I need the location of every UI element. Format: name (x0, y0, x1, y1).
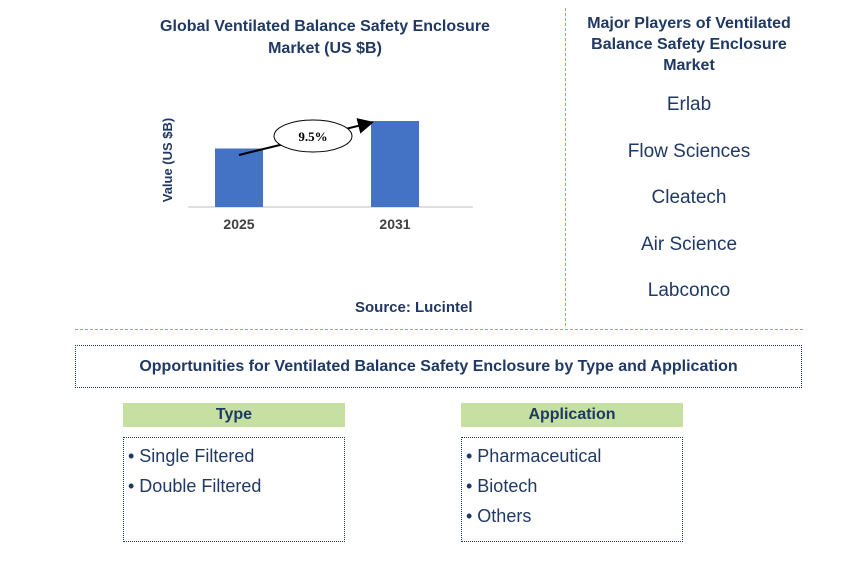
x-tick-label: 2031 (379, 216, 410, 232)
y-axis-label: Value (US $B) (160, 118, 175, 203)
player-item: Flow Sciences (627, 140, 751, 162)
chart-title: Global Ventilated Balance Safety Enclosu… (160, 18, 490, 57)
x-tick-label: 2025 (223, 216, 254, 232)
player-item: Cleatech (651, 187, 727, 208)
players-title: Major Players of Ventilated Balance Safe… (587, 15, 791, 74)
type-header: Type (123, 403, 345, 427)
cagr-label: 9.5% (298, 129, 327, 144)
vertical-divider (565, 8, 566, 326)
application-item: • Pharmaceutical (466, 446, 602, 466)
bar-2025 (215, 148, 263, 207)
cagr-ellipse (273, 119, 353, 153)
bar-2031 (371, 121, 419, 207)
player-item: Erlab (666, 94, 712, 115)
opportunities-title: Opportunities for Ventilated Balance Saf… (75, 345, 802, 388)
type-item: • Double Filtered (128, 476, 262, 496)
type-item: • Single Filtered (128, 446, 255, 466)
player-item: Labconco (647, 280, 731, 301)
source-note: Source: Lucintel (355, 299, 473, 316)
players-list: Erlab Flow Sciences Cleatech Air Science… (578, 92, 800, 325)
application-item: • Others (466, 506, 532, 526)
application-item: • Biotech (466, 476, 538, 496)
application-list: • Pharmaceutical • Biotech • Others (461, 437, 683, 542)
horizontal-divider (75, 329, 803, 330)
player-item: Air Science (640, 233, 738, 255)
application-header: Application (461, 403, 683, 427)
type-list: • Single Filtered • Double Filtered (123, 437, 345, 542)
